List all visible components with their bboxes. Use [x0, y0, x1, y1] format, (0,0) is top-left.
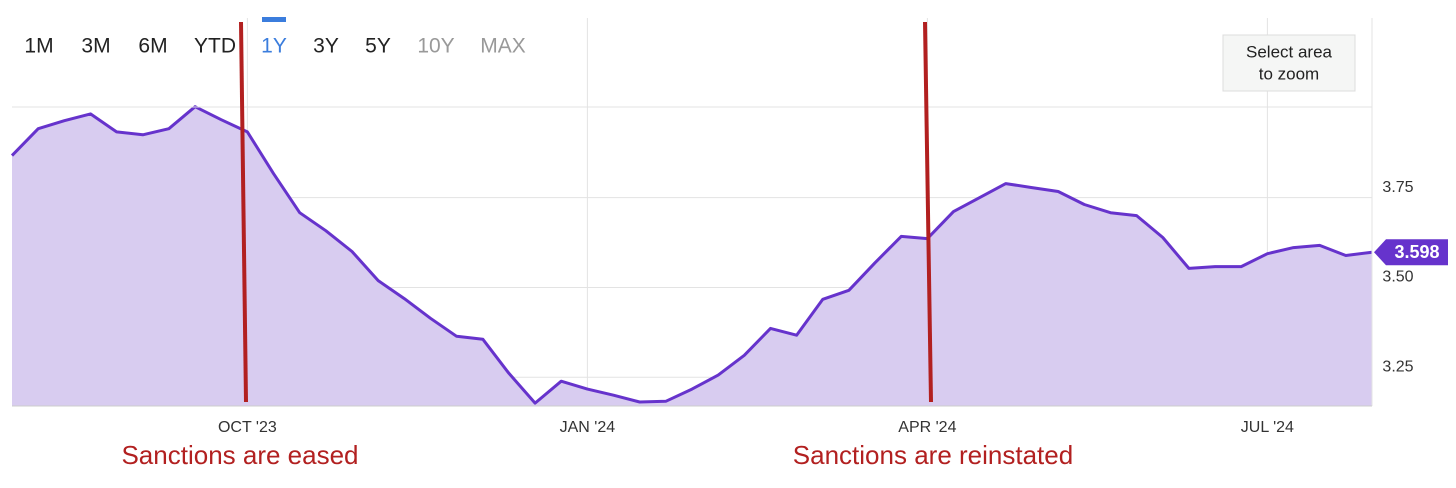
annotation-line [239, 21, 248, 403]
last-value-flag [1374, 239, 1448, 266]
selected-indicator [262, 17, 286, 22]
zoom-button[interactable] [1222, 34, 1356, 92]
annotation: Sanctions are eased [121, 440, 358, 470]
zoom-text: to zoom [1259, 64, 1319, 83]
range-button[interactable]: MAX [480, 35, 526, 58]
plot-area [10, 18, 1373, 406]
range-button[interactable]: 1M [24, 35, 53, 58]
range-button[interactable]: YTD [194, 35, 236, 58]
range-button[interactable]: 3M [81, 35, 110, 58]
range-button[interactable]: 10Y [417, 35, 454, 58]
last-value-label: 3.598 [1394, 242, 1439, 262]
y-tick-label: 3.75 [1382, 179, 1413, 196]
y-tick-label: 3.50 [1382, 269, 1413, 286]
annotation-line [923, 21, 933, 403]
range-button[interactable]: 3Y [313, 35, 339, 58]
zoom-text: Select area [1246, 42, 1333, 61]
x-tick-label: JAN '24 [560, 419, 616, 436]
x-tick-label: JUL '24 [1241, 419, 1294, 436]
x-tick-label: APR '24 [898, 419, 956, 436]
range-button[interactable]: 6M [138, 35, 167, 58]
annotation: Sanctions are reinstated [793, 440, 1073, 470]
y-tick-label: 3.25 [1382, 358, 1413, 375]
line [10, 105, 1373, 405]
x-tick-label: OCT '23 [218, 419, 277, 436]
range-button[interactable]: 5Y [365, 35, 391, 58]
area [12, 106, 1372, 406]
range-button[interactable]: 1Y [261, 35, 287, 58]
